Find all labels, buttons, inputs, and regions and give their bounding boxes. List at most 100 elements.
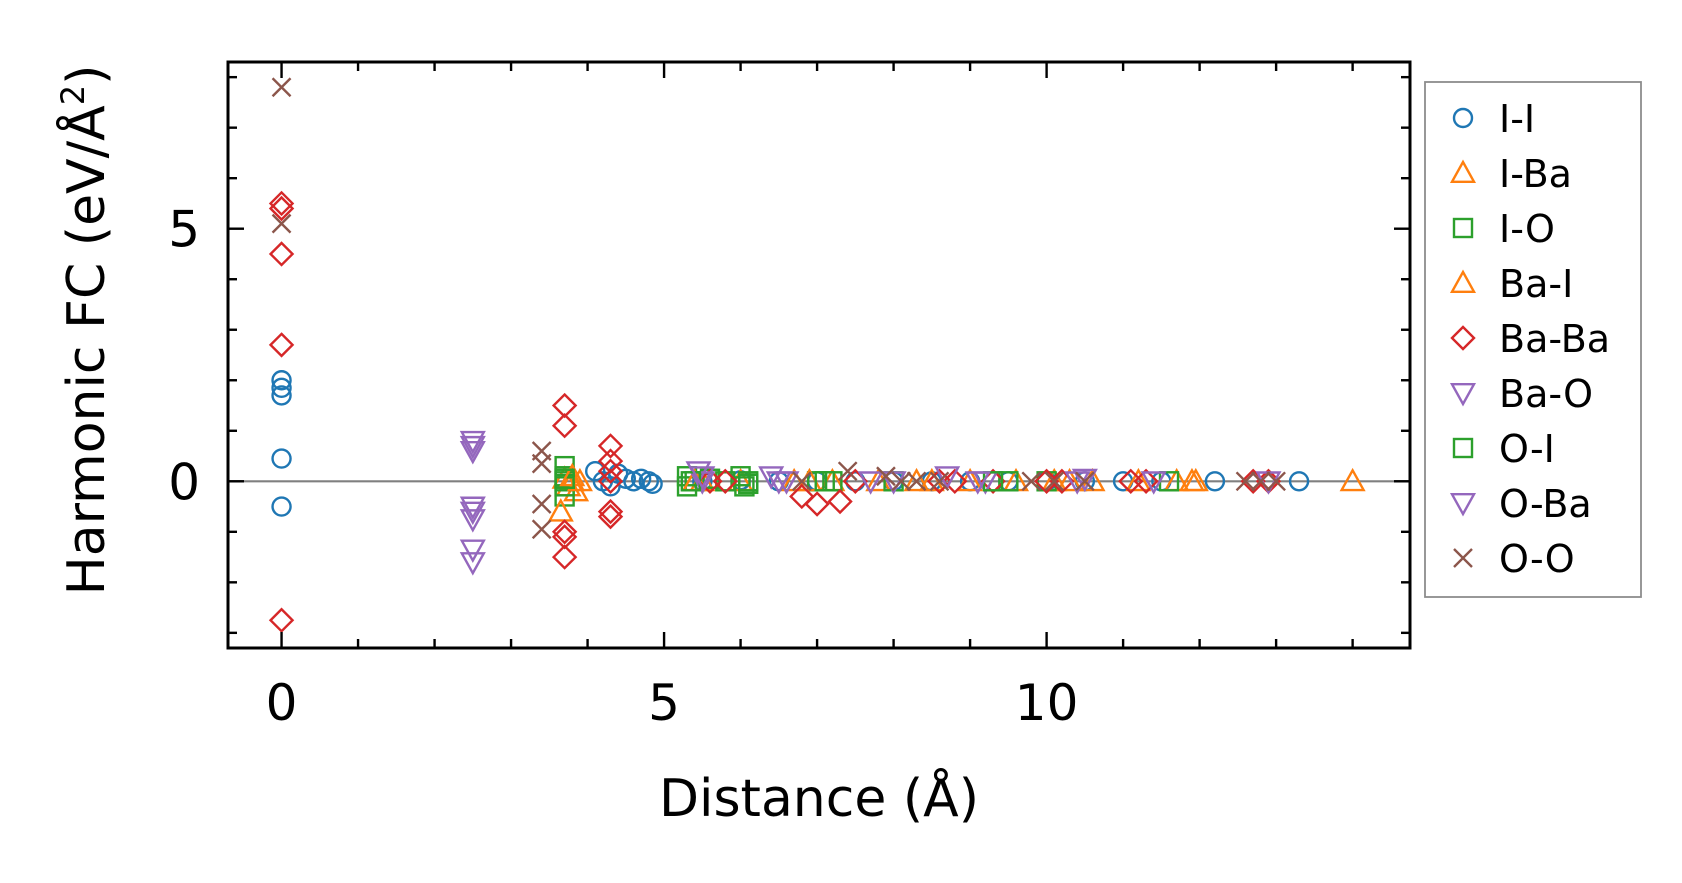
y-axis-label-superscript: 2 (54, 85, 92, 105)
data-point (791, 471, 812, 492)
data-point (271, 370, 292, 391)
data-point (1071, 468, 1098, 493)
data-point (734, 476, 755, 497)
data-point (271, 496, 292, 517)
data-point (1075, 471, 1095, 492)
legend: I-I I-Ba I-O Ba-I Ba-Ba Ba-O O-I O-Ba O-O (1424, 81, 1642, 598)
data-point (789, 483, 815, 510)
data-point (1133, 468, 1159, 494)
data-point (597, 433, 624, 459)
data-point (891, 471, 912, 492)
legend-label: Ba-I (1499, 262, 1573, 306)
data-point (1044, 471, 1065, 492)
data-point (597, 448, 624, 474)
data-point (876, 466, 896, 487)
data-point (642, 473, 663, 495)
data-point (554, 468, 575, 489)
data-point (1021, 471, 1042, 492)
data-point (597, 498, 624, 525)
legend-marker (1452, 217, 1474, 239)
legend-label: I-I (1499, 97, 1535, 141)
data-point (459, 539, 486, 563)
y-tick-label: 0 (168, 453, 200, 511)
data-point (827, 488, 853, 515)
data-point (547, 498, 574, 522)
data-point (551, 544, 578, 570)
x-tick-label: 5 (648, 674, 680, 732)
data-point (1266, 471, 1286, 492)
x-tick-label: 0 (266, 674, 298, 732)
data-point (814, 471, 835, 492)
legend-marker (1453, 548, 1473, 568)
data-point (903, 467, 930, 492)
data-point (929, 471, 950, 492)
data-point (531, 453, 552, 474)
y-tick-label: 5 (168, 201, 200, 259)
data-point (459, 501, 486, 526)
data-point (773, 471, 800, 495)
data-point (638, 471, 659, 492)
data-point (1178, 467, 1206, 492)
data-point (531, 494, 552, 514)
data-point (857, 471, 884, 495)
data-point (964, 471, 991, 495)
data-point (942, 468, 968, 494)
y-axis-label-suffix: ) (57, 65, 117, 85)
legend-marker (1449, 269, 1477, 293)
x-tick-label: 10 (1015, 674, 1079, 732)
data-point (459, 440, 486, 465)
data-point (271, 77, 292, 98)
data-point (738, 473, 759, 495)
data-markers (228, 77, 1410, 633)
data-point (268, 195, 295, 222)
legend-marker (1452, 437, 1474, 459)
data-point (268, 190, 295, 217)
legend-marker (1449, 383, 1477, 407)
axes: 0 5 10 0 5 (168, 60, 1412, 732)
data-point (712, 468, 738, 494)
legend-label: O-Ba (1499, 482, 1592, 526)
data-point (459, 552, 486, 576)
legend-marker (1449, 159, 1477, 184)
data-point (551, 392, 578, 419)
data-point (1235, 471, 1256, 492)
legend-label: I-Ba (1499, 152, 1572, 196)
data-point (906, 471, 927, 492)
data-point (551, 524, 578, 550)
data-point (551, 413, 578, 439)
data-point (1204, 471, 1226, 492)
plot-frame (226, 60, 1412, 650)
legend-label: Ba-Ba (1499, 317, 1610, 361)
y-axis-label: Harmonic FC (eV/Å2) (54, 65, 117, 596)
data-point (804, 491, 830, 517)
data-point (837, 461, 858, 482)
data-point (689, 471, 716, 495)
data-point (676, 476, 698, 497)
data-point (531, 519, 552, 540)
x-axis-label: Distance (Å) (659, 767, 979, 829)
data-point (1339, 467, 1366, 492)
data-point (597, 503, 624, 530)
data-point (934, 466, 961, 490)
data-point (597, 468, 624, 494)
y-axis-label-prefix: Harmonic FC (eV/Å (55, 105, 117, 596)
data-point (689, 466, 716, 490)
data-point (459, 435, 486, 460)
data-point (1125, 467, 1152, 492)
data-point (998, 471, 1019, 492)
data-point (268, 607, 295, 633)
legend-label: O-O (1499, 537, 1575, 581)
data-point (758, 466, 785, 490)
data-point (271, 385, 292, 406)
data-point (1056, 467, 1083, 492)
data-point (1288, 471, 1310, 492)
data-point (268, 241, 295, 267)
data-point (597, 458, 624, 484)
legend-marker (1452, 107, 1474, 129)
legend-marker (1450, 325, 1476, 351)
data-point (271, 377, 292, 399)
data-point (271, 448, 292, 469)
data-point (551, 519, 578, 545)
data-point (268, 332, 295, 358)
